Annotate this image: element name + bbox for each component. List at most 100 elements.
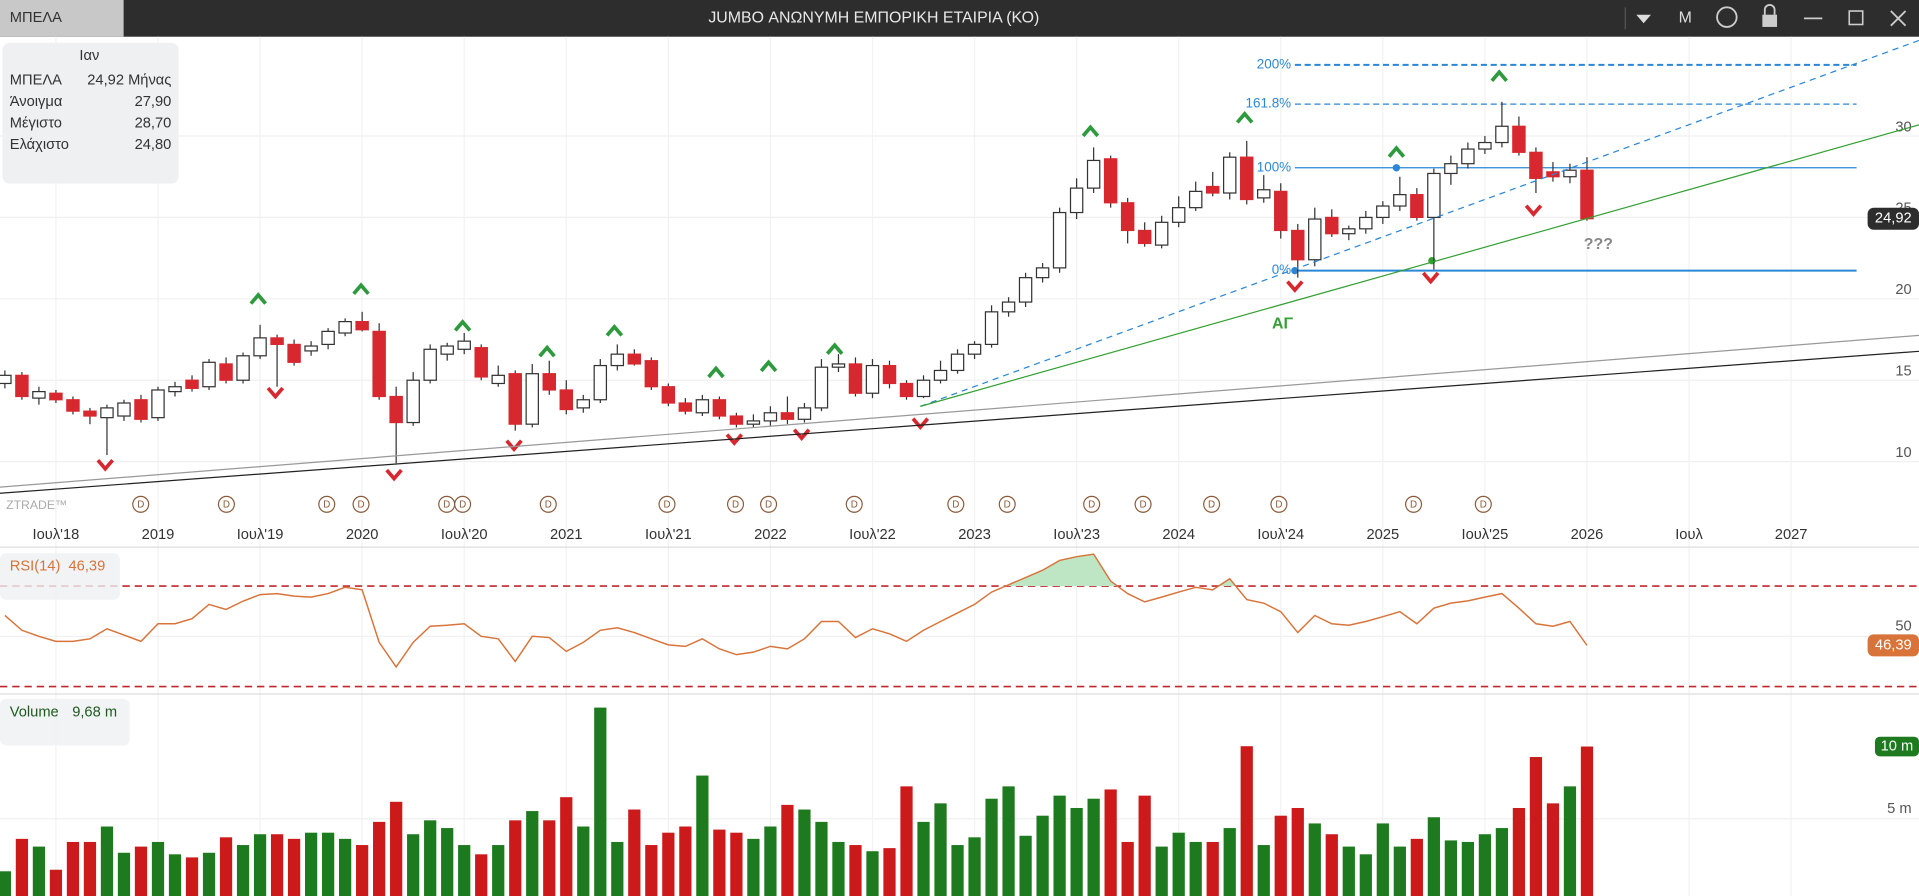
volume-bar bbox=[1563, 786, 1577, 896]
candle-body bbox=[593, 364, 608, 401]
candle-body bbox=[967, 343, 982, 355]
sell-signal bbox=[505, 439, 523, 453]
y-tick-label: 30 bbox=[1895, 119, 1911, 135]
y-tick-label: 50 bbox=[1895, 618, 1911, 634]
candle-body bbox=[1376, 205, 1390, 219]
restore-button[interactable] bbox=[1848, 10, 1864, 26]
quote-button[interactable] bbox=[1716, 6, 1738, 28]
candle-body bbox=[185, 379, 199, 389]
candle-body bbox=[984, 311, 999, 346]
candle-body bbox=[304, 345, 318, 352]
volume-bar bbox=[475, 854, 488, 896]
candle-body bbox=[865, 364, 880, 394]
x-tick-label: Ιουλ'20 bbox=[441, 527, 488, 543]
volume-bar bbox=[713, 829, 726, 896]
dividend-label: D bbox=[323, 500, 330, 511]
candle-body bbox=[1461, 148, 1475, 165]
info-value: 27,90 bbox=[135, 94, 172, 110]
volume-bar bbox=[441, 828, 454, 896]
x-tick-label: Ιουλ bbox=[1675, 527, 1703, 543]
volume-bar bbox=[900, 786, 913, 896]
volume-bar bbox=[1189, 841, 1202, 896]
buy-signal bbox=[605, 323, 624, 337]
volume-legend-box bbox=[0, 698, 130, 746]
volume-bar bbox=[49, 869, 63, 896]
dividend-label: D bbox=[1140, 500, 1147, 511]
candle-body bbox=[1052, 211, 1067, 269]
candle-body bbox=[1342, 228, 1356, 235]
candle-body bbox=[1291, 229, 1305, 261]
volume-bar bbox=[985, 798, 998, 896]
buy-signal bbox=[1081, 124, 1100, 138]
candle-body bbox=[797, 407, 812, 420]
candle-body bbox=[15, 374, 29, 398]
volume-bar bbox=[1512, 807, 1526, 896]
fib-label: 100% bbox=[1257, 159, 1291, 174]
dividend-icon bbox=[658, 495, 676, 513]
buy-signal bbox=[1387, 145, 1406, 158]
volume-bar bbox=[390, 801, 403, 896]
x-tick-label: 2027 bbox=[1775, 527, 1808, 543]
symbol-tab[interactable] bbox=[0, 0, 124, 37]
volume-bar bbox=[492, 845, 505, 896]
lock-shackle bbox=[1763, 4, 1776, 15]
dividend-label: D bbox=[223, 500, 230, 511]
trend-line-green bbox=[920, 124, 1919, 407]
dividend-icon bbox=[1083, 495, 1101, 513]
candle-body bbox=[1086, 159, 1101, 189]
volume-bar bbox=[1461, 841, 1475, 896]
candle-body bbox=[389, 395, 403, 424]
sell-signal bbox=[385, 468, 403, 482]
x-tick-label: 2026 bbox=[1571, 527, 1604, 543]
rsi-legend-box bbox=[0, 553, 120, 600]
volume-bar bbox=[1206, 841, 1219, 896]
y-tick-label: 5 m bbox=[1887, 801, 1911, 817]
candle-body bbox=[1274, 190, 1288, 232]
volume-bar bbox=[1444, 840, 1457, 896]
candle-body bbox=[372, 330, 386, 398]
rsi-last-label: 46,39 bbox=[1875, 637, 1912, 653]
candle-body bbox=[1069, 187, 1084, 214]
volume-bar bbox=[1019, 835, 1032, 896]
candle-body bbox=[1444, 163, 1458, 175]
anchor-point bbox=[1392, 164, 1401, 172]
volume-bar bbox=[1580, 746, 1594, 896]
volume-bar bbox=[917, 821, 930, 896]
volume-bar bbox=[304, 832, 318, 896]
close-button[interactable] bbox=[1890, 10, 1907, 27]
volume-bar bbox=[83, 841, 97, 896]
candle-body bbox=[406, 379, 420, 424]
period-button[interactable]: M bbox=[1679, 10, 1692, 27]
dividend-icon bbox=[318, 495, 336, 513]
lock-button[interactable] bbox=[1762, 14, 1778, 27]
candle-body bbox=[253, 337, 267, 357]
volume-bar bbox=[730, 832, 743, 896]
volume-bar bbox=[1087, 798, 1100, 896]
candle-body bbox=[848, 363, 863, 394]
candle-body bbox=[270, 337, 284, 346]
volume-bar bbox=[1376, 823, 1389, 896]
volume-bar bbox=[1427, 817, 1440, 896]
candle-body bbox=[1529, 151, 1543, 179]
volume-bar bbox=[270, 834, 284, 896]
dividend-icon bbox=[760, 495, 778, 513]
dividend-label: D bbox=[1410, 500, 1417, 511]
volume-bar bbox=[1478, 834, 1492, 896]
fib-label: 0% bbox=[1272, 262, 1291, 277]
buy-signal bbox=[538, 344, 556, 358]
volume-bar bbox=[1546, 803, 1560, 896]
watermark: ZTRADE™ bbox=[6, 498, 67, 512]
candle-body bbox=[1137, 229, 1152, 245]
volume-bar bbox=[1495, 828, 1509, 896]
volume-bar bbox=[1529, 757, 1543, 896]
candle-body bbox=[831, 363, 846, 368]
candle-body bbox=[1495, 125, 1509, 144]
candle-body bbox=[780, 412, 795, 420]
dropdown-button[interactable] bbox=[1636, 14, 1651, 24]
info-label: Μέγιστο bbox=[10, 116, 62, 132]
candle-body bbox=[236, 355, 250, 381]
volume-bar bbox=[1172, 832, 1185, 896]
symbol-tab-label[interactable]: ΜΠΕΛΑ bbox=[10, 10, 62, 26]
x-tick-label: 2019 bbox=[142, 527, 175, 543]
